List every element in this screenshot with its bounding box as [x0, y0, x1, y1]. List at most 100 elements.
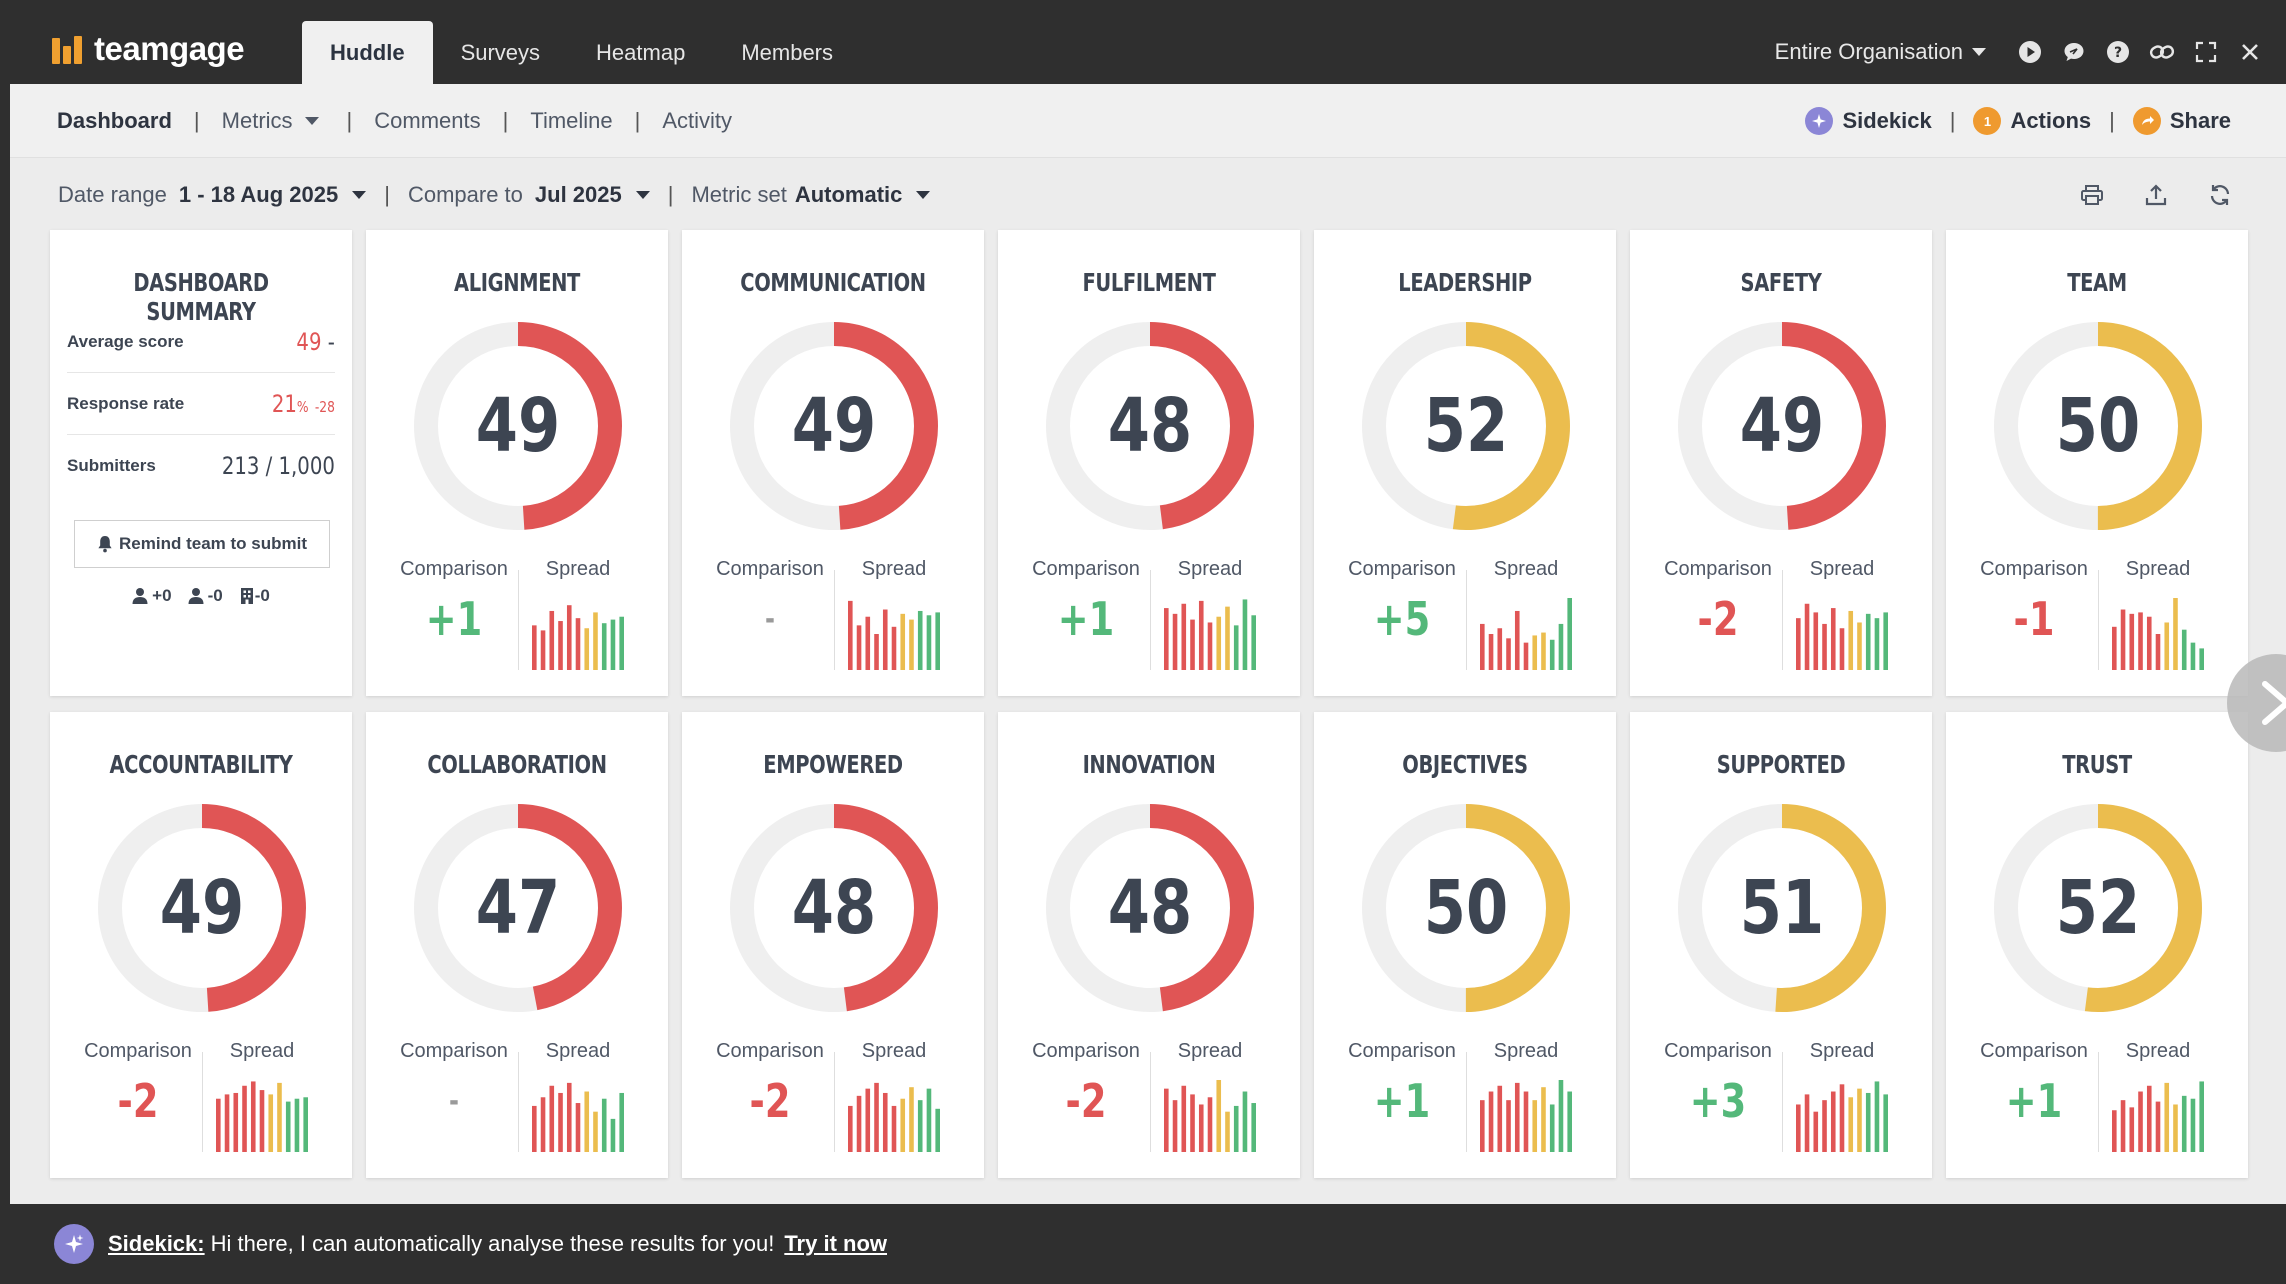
- logo[interactable]: teamgage: [52, 30, 245, 68]
- metric-card-communication[interactable]: COMMUNICATION 49 Comparison Spread -: [682, 230, 984, 696]
- actions-button[interactable]: 1 Actions: [1973, 107, 2091, 135]
- try-it-now-link[interactable]: Try it now: [784, 1231, 888, 1256]
- response-rate-number: 21: [271, 389, 297, 418]
- footer-sidekick-label[interactable]: Sidekick:: [108, 1231, 205, 1256]
- metric-card-accountability[interactable]: ACCOUNTABILITY 49 Comparison Spread -2: [50, 712, 352, 1178]
- compare-value: Jul 2025: [534, 182, 622, 207]
- play-icon[interactable]: [2008, 30, 2052, 74]
- chat-icon[interactable]: [2052, 30, 2096, 74]
- spread-chart: [1796, 1081, 1888, 1152]
- metric-card-collaboration[interactable]: COLLABORATION 47 Comparison Spread -: [366, 712, 668, 1178]
- export-icon[interactable]: [2134, 173, 2178, 217]
- comparison-value: -2: [1697, 592, 1739, 646]
- divider: |: [1949, 108, 1956, 133]
- divider: |: [384, 182, 390, 207]
- summary-title: DASHBOARD SUMMARY: [133, 268, 269, 326]
- spread-bar: [1865, 613, 1871, 670]
- metric-score: 47: [475, 865, 561, 951]
- tab-heatmap[interactable]: Heatmap: [596, 40, 686, 65]
- metric-card-fulfilment[interactable]: FULFILMENT 48 Comparison Spread +1: [998, 230, 1300, 696]
- compare-label: Compare to: [407, 182, 523, 207]
- spread-bar: [549, 610, 555, 670]
- subnav-activity[interactable]: Activity: [662, 108, 733, 133]
- close-icon[interactable]: [2228, 30, 2272, 74]
- spread-chart: [1164, 1080, 1256, 1152]
- fullscreen-icon[interactable]: [2184, 30, 2228, 74]
- divider: |: [634, 108, 641, 133]
- spread-bar: [1181, 1085, 1187, 1152]
- spread-bar: [1822, 1100, 1827, 1152]
- link-icon[interactable]: [2140, 30, 2184, 74]
- share-button[interactable]: Share: [2132, 107, 2231, 135]
- organisation-select[interactable]: Entire Organisation: [1775, 39, 1986, 65]
- comparison-value: +1: [1373, 1074, 1431, 1128]
- submitters-label: Submitters: [67, 456, 156, 475]
- spread-bar: [935, 612, 940, 670]
- spread-bar: [1549, 1104, 1555, 1152]
- spread-bar: [242, 1085, 247, 1152]
- spread-bar: [1804, 603, 1810, 670]
- metric-card-safety[interactable]: SAFETY 49 Comparison Spread -2: [1630, 230, 1932, 696]
- divider: [2098, 1052, 2099, 1152]
- refresh-icon[interactable]: [2198, 173, 2242, 217]
- spread-bar: [1216, 1080, 1222, 1152]
- metric-card-empowered[interactable]: EMPOWERED 48 Comparison Spread -2: [682, 712, 984, 1178]
- divider: |: [346, 108, 353, 133]
- subnav-dashboard[interactable]: Dashboard: [57, 108, 172, 133]
- score-gauge: [414, 322, 622, 530]
- spread-bar: [2199, 1081, 2204, 1152]
- spread-bar: [1857, 622, 1862, 670]
- metric-card-team[interactable]: TEAM 50 Comparison Spread -1: [1946, 230, 2248, 696]
- metric-title: OBJECTIVES: [1402, 750, 1528, 779]
- members-removed-count: -0: [207, 586, 223, 605]
- compare-to-filter[interactable]: Compare to Jul 2025: [408, 182, 650, 208]
- metric-card-trust[interactable]: TRUST 52 Comparison Spread +1: [1946, 712, 2248, 1178]
- tab-surveys[interactable]: Surveys: [460, 40, 541, 65]
- tab-members[interactable]: Members: [741, 40, 834, 65]
- spread-bar: [1796, 618, 1801, 670]
- date-range-label: Date range: [58, 182, 167, 207]
- tab-huddle[interactable]: Huddle: [302, 21, 433, 84]
- spread-bar: [540, 1097, 546, 1152]
- spread-bar: [601, 1098, 607, 1152]
- print-icon[interactable]: [2070, 173, 2114, 217]
- subnav-timeline[interactable]: Timeline: [530, 108, 613, 133]
- remind-team-button[interactable]: Remind team to submit: [74, 520, 330, 568]
- metric-card-objectives[interactable]: OBJECTIVES 50 Comparison Spread +1: [1314, 712, 1616, 1178]
- divider: [1150, 1052, 1151, 1152]
- metric-score: 52: [2055, 865, 2141, 951]
- spread-bar: [1514, 1082, 1520, 1152]
- metric-card-innovation[interactable]: INNOVATION 48 Comparison Spread -2: [998, 712, 1300, 1178]
- divider: [518, 570, 519, 670]
- score-gauge: [1046, 322, 1254, 530]
- spread-bar: [1198, 1104, 1204, 1152]
- spread-bar: [566, 605, 572, 670]
- metric-set-filter[interactable]: Metric set Automatic: [691, 182, 931, 208]
- spread-bar: [926, 615, 932, 670]
- logo-text: teamgage: [94, 30, 245, 67]
- metric-card-alignment[interactable]: ALIGNMENT 49 Comparison Spread +1: [366, 230, 668, 696]
- subnav-comments[interactable]: Comments: [374, 108, 481, 133]
- date-range-value: 1 - 18 Aug 2025: [178, 182, 339, 207]
- metric-score: 51: [1739, 865, 1825, 951]
- metric-card-supported[interactable]: SUPPORTED 51 Comparison Spread +3: [1630, 712, 1932, 1178]
- comparison-value: -2: [749, 1074, 791, 1128]
- spread-bar: [2164, 1082, 2170, 1152]
- metric-card-leadership[interactable]: LEADERSHIP 52 Comparison Spread +5: [1314, 230, 1616, 696]
- divider: [202, 1052, 203, 1152]
- spread-label: Spread: [2125, 558, 2191, 580]
- chevron-down-icon: [304, 117, 319, 125]
- subnav-metrics[interactable]: Metrics: [222, 108, 319, 134]
- spread-bar: [848, 1105, 853, 1152]
- spread-chart: [532, 1082, 624, 1152]
- help-icon[interactable]: ?: [2096, 30, 2140, 74]
- metric-title: SAFETY: [1740, 268, 1822, 297]
- spread-bar: [1207, 1097, 1213, 1152]
- gauge-fill: [730, 322, 938, 530]
- date-range-filter[interactable]: Date range 1 - 18 Aug 2025: [58, 182, 367, 208]
- spread-bar: [874, 634, 879, 670]
- submitters-value: 213 / 1,000: [221, 452, 335, 480]
- sidekick-button[interactable]: Sidekick: [1805, 107, 1932, 135]
- average-score-trend: -: [327, 327, 335, 356]
- gauge-fill: [1678, 322, 1886, 530]
